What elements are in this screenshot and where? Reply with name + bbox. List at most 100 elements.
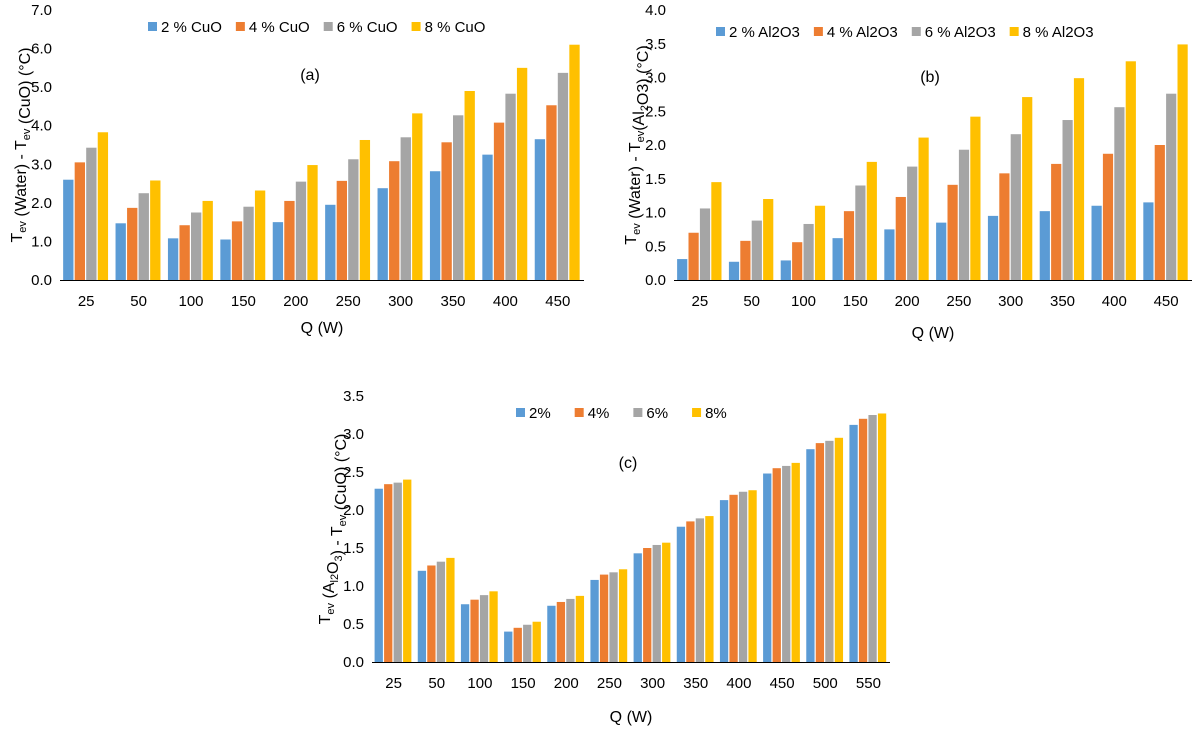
xtick-label-a: 25 — [78, 293, 95, 310]
ytick-label-b: 1.5 — [645, 171, 666, 188]
bar-b-250-s1 — [936, 222, 947, 281]
xtick-label-c: 300 — [640, 675, 665, 692]
bar-a-450-s2 — [546, 105, 557, 281]
bar-c-350-s1 — [676, 526, 686, 662]
bar-c-400-s2 — [729, 494, 738, 662]
xtick-label-c: 200 — [554, 675, 579, 692]
bar-a-250-s2 — [336, 180, 347, 280]
legend-label-b-1: 2 % Al2O3 — [729, 24, 800, 41]
ytick-label-b: 2.0 — [645, 137, 666, 154]
ytick-label-c: 3.0 — [343, 426, 364, 443]
bar-b-400-s1 — [1091, 205, 1102, 280]
bar-c-300-s3 — [652, 544, 661, 662]
bar-a-250-s3 — [348, 159, 359, 280]
bar-a-250-s1 — [325, 204, 336, 280]
xtick-label-b: 200 — [895, 293, 920, 310]
bar-b-150-s4 — [866, 161, 877, 281]
bar-b-400-s4 — [1125, 61, 1136, 280]
xtick-label-a: 450 — [545, 293, 570, 310]
bar-c-300-s1 — [633, 553, 642, 662]
bar-c-200-s2 — [556, 601, 566, 662]
bar-c-25-s4 — [403, 479, 412, 662]
bar-b-250-s3 — [958, 149, 970, 280]
bar-b-350-s3 — [1062, 120, 1073, 280]
bar-c-500-s1 — [806, 449, 815, 662]
bar-c-100-s3 — [479, 595, 489, 662]
bar-c-500-s4 — [834, 437, 844, 662]
bar-b-50-s2 — [740, 240, 751, 280]
legend-label-c-4: 8% — [705, 405, 727, 422]
bar-c-100-s4 — [489, 591, 498, 662]
legend-label-a-4: 8 % CuO — [425, 19, 486, 36]
ytick-label-b: 1.0 — [645, 205, 666, 222]
xtick-label-b: 450 — [1154, 293, 1179, 310]
bar-c-450-s4 — [791, 462, 800, 662]
bar-c-450-s2 — [772, 468, 781, 662]
bar-a-50-s2 — [127, 207, 138, 280]
bar-b-300-s1 — [987, 215, 999, 281]
bar-a-200-s2 — [284, 200, 295, 280]
bar-a-25-s2 — [74, 162, 85, 280]
legend-swatch-a-4 — [411, 22, 421, 31]
bar-a-100-s1 — [167, 238, 179, 280]
xtick-label-c: 350 — [683, 675, 708, 692]
bar-a-300-s1 — [377, 188, 388, 280]
xtick-label-c: 400 — [726, 675, 751, 692]
bar-b-200-s4 — [918, 137, 929, 280]
bar-b-350-s2 — [1051, 163, 1062, 280]
legend-label-a-1: 2 % CuO — [161, 19, 222, 36]
bar-c-350-s2 — [686, 521, 695, 662]
bar-c-250-s1 — [590, 579, 599, 662]
bar-c-250-s4 — [618, 569, 628, 662]
bar-c-400-s4 — [748, 490, 757, 662]
legend-label-c-1: 2% — [529, 405, 551, 422]
bar-b-100-s4 — [814, 205, 826, 280]
panel-tag-b: (b) — [920, 69, 940, 86]
bar-c-150-s1 — [504, 631, 513, 662]
legend-swatch-b-4 — [1009, 27, 1019, 36]
xtick-label-a: 250 — [336, 293, 361, 310]
xtick-label-c: 550 — [856, 675, 881, 692]
bar-c-550-s4 — [877, 413, 887, 662]
bar-b-150-s1 — [832, 238, 843, 280]
legend-swatch-a-3 — [323, 22, 333, 31]
bar-a-100-s3 — [191, 212, 202, 280]
bar-c-550-s2 — [858, 418, 868, 662]
ytick-label-b: 4.0 — [645, 2, 666, 19]
bar-a-150-s2 — [231, 221, 243, 280]
bar-b-100-s2 — [792, 242, 803, 280]
panel-tag-c: (c) — [619, 455, 638, 472]
bar-a-25-s1 — [63, 179, 74, 280]
bar-a-25-s3 — [86, 147, 97, 280]
bar-c-300-s4 — [662, 542, 671, 662]
chart-panel-b: 0.0 0.5 1.0 1.5 2.0 2.5 3.0 3.5 4.0 25 50 100 150 200… — [623, 2, 1192, 342]
bar-c-50-s2 — [427, 565, 436, 662]
legend-label-b-3: 6 % Al2O3 — [925, 24, 996, 41]
xtick-label-a: 150 — [231, 293, 256, 310]
bar-c-250-s2 — [599, 574, 609, 662]
bar-a-50-s3 — [138, 193, 149, 280]
bar-b-300-s4 — [1022, 97, 1033, 280]
bar-b-450-s1 — [1143, 202, 1154, 281]
ytick-label-c: 3.5 — [343, 388, 364, 405]
bar-b-200-s1 — [884, 229, 895, 281]
xtick-label-c: 100 — [467, 675, 492, 692]
xtick-label-a: 200 — [283, 293, 308, 310]
bar-b-25-s3 — [699, 208, 711, 280]
x-axis-title-a: Q (W) — [301, 320, 344, 337]
ytick-label-b: 0.0 — [645, 272, 666, 289]
ytick-label-a: 2.0 — [31, 195, 52, 212]
legend-swatch-c-1 — [516, 408, 525, 417]
ytick-label-a: 6.0 — [31, 41, 52, 58]
legend-label-c-2: 4% — [588, 405, 610, 422]
ytick-label-b: 2.5 — [645, 103, 666, 120]
bar-b-300-s2 — [999, 173, 1010, 280]
ytick-label-a: 0.0 — [31, 272, 52, 289]
bar-b-400-s2 — [1102, 153, 1114, 280]
bar-b-450-s2 — [1154, 145, 1165, 280]
bar-c-100-s2 — [470, 599, 479, 662]
bar-c-450-s1 — [763, 473, 772, 662]
chart-panel-a: 0.0 1.0 2.0 3.0 4.0 5.0 6.0 7.0 25 50 100 150 200 250… — [9, 2, 584, 337]
bar-c-150-s3 — [523, 624, 532, 662]
bar-a-350-s1 — [429, 171, 441, 280]
